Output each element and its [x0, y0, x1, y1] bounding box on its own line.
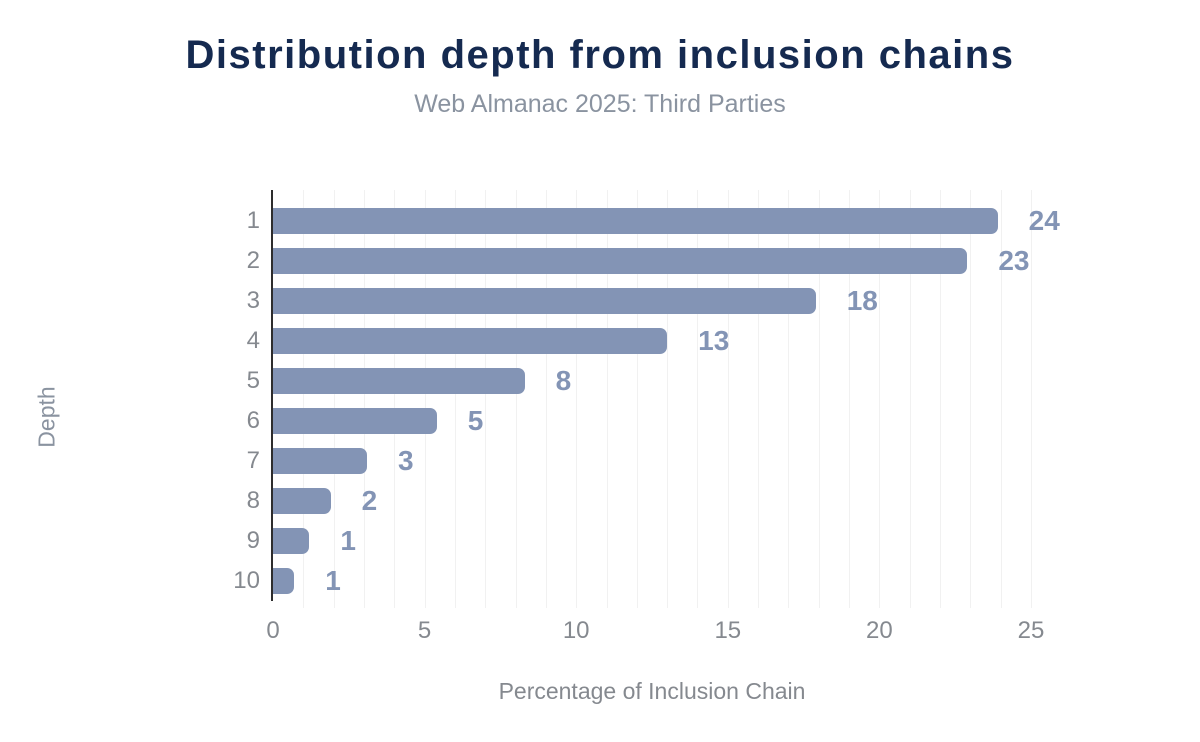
- gridline: [879, 190, 881, 608]
- gridline: [970, 190, 972, 608]
- x-axis-title: Percentage of Inclusion Chain: [498, 678, 806, 704]
- gridline: [454, 190, 456, 608]
- gridline: [940, 190, 942, 608]
- bar-row: 10 1: [233, 561, 1031, 602]
- gridline: [485, 190, 487, 608]
- y-tick-label: 8: [246, 487, 260, 515]
- x-tick-label: 25: [1017, 617, 1045, 644]
- gridline: [303, 190, 305, 608]
- x-tick-label: 0: [266, 617, 280, 644]
- bar-value-label: 13: [698, 324, 730, 356]
- bar-value-label: 1: [340, 525, 356, 557]
- gridline: [606, 190, 608, 608]
- gridline: [363, 190, 365, 608]
- y-tick-label: 9: [246, 527, 260, 555]
- chart-title: Distribution depth from inclusion chains: [185, 33, 1015, 77]
- y-tick-label: 6: [246, 407, 260, 434]
- y-axis-line: [271, 190, 273, 601]
- bar: [273, 408, 437, 434]
- bar-value-label: 5: [467, 405, 484, 436]
- bar-value-label: 1: [325, 565, 341, 597]
- bar-row: 3 18: [247, 280, 1031, 321]
- gridline: [636, 190, 638, 608]
- gridline: [1000, 190, 1002, 608]
- gridline: [545, 190, 547, 608]
- gridline: [727, 190, 729, 608]
- plot-area: 1 24 2 23 3 18 4 13 5 8 6 5 7 3 8 2 9 1 10 1: [233, 190, 1060, 608]
- bar: [273, 287, 816, 314]
- y-tick-label: 10: [233, 567, 260, 595]
- y-tick-label: 1: [246, 206, 260, 234]
- bar-row: 2 23: [247, 240, 1031, 281]
- bar: [273, 367, 525, 394]
- gridline: [1031, 190, 1032, 608]
- gridline: [576, 190, 578, 608]
- bar-value-label: 23: [998, 244, 1030, 276]
- bar: [273, 528, 310, 555]
- y-tick-label: 5: [246, 366, 260, 394]
- bar-row: 4 13: [247, 320, 1031, 361]
- bar: [273, 488, 331, 515]
- x-tick-label: 5: [417, 617, 432, 644]
- bar: [273, 327, 668, 354]
- bar: [273, 247, 968, 274]
- x-tick-label: 10: [562, 617, 590, 644]
- gridline: [424, 190, 426, 608]
- gridline: [515, 190, 517, 608]
- y-tick-label: 2: [246, 246, 260, 274]
- bar: [273, 568, 295, 595]
- bar-value-label: 8: [555, 364, 572, 396]
- y-axis-title: Depth: [33, 386, 60, 448]
- x-axis-ticks: 0 5 10 15 20 25: [266, 617, 1044, 647]
- x-tick-label: 15: [714, 617, 742, 644]
- bar-row: 1 24: [247, 200, 1060, 241]
- bar: [273, 448, 367, 475]
- bar-value-label: 3: [397, 445, 414, 477]
- bar: [273, 207, 998, 234]
- gridline: [394, 190, 396, 608]
- gridline: [788, 190, 790, 608]
- bar-value-label: 2: [361, 485, 378, 517]
- bar-value-label: 24: [1028, 204, 1060, 236]
- gridline: [697, 190, 699, 608]
- chart-subtitle: Web Almanac 2025: Third Parties: [414, 90, 786, 118]
- gridline: [909, 190, 911, 608]
- gridline: [667, 190, 669, 608]
- bar-value-label: 18: [846, 284, 878, 316]
- x-tick-label: 20: [866, 617, 893, 644]
- gridline: [758, 190, 760, 608]
- y-tick-label: 7: [246, 447, 260, 475]
- gridline: [818, 190, 820, 608]
- y-tick-label: 3: [246, 286, 260, 314]
- gridline: [333, 190, 335, 608]
- y-tick-label: 4: [246, 326, 260, 354]
- gridline: [849, 190, 851, 608]
